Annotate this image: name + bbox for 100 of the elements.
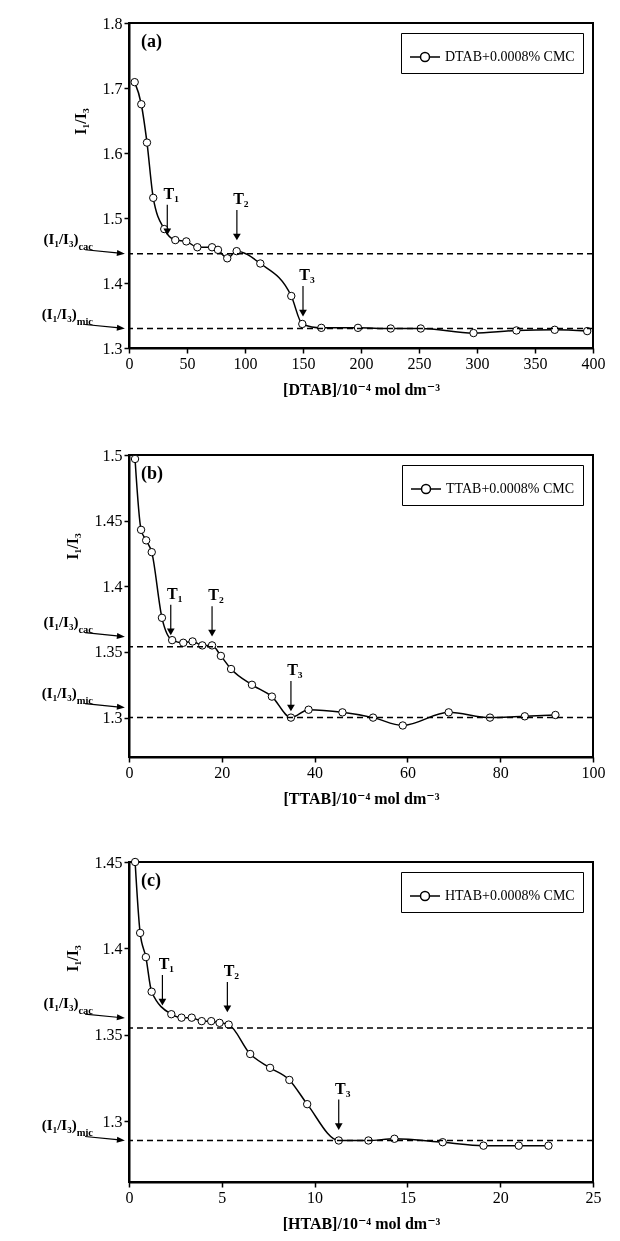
y-tick-label: 1.6 (102, 144, 123, 162)
x-tick-label: 100 (581, 763, 606, 781)
y-tick-label: 1.4 (102, 577, 123, 595)
point (136, 525, 146, 535)
annotation: T₁ (163, 184, 180, 202)
x-tick-label: 0 (125, 763, 134, 781)
x-tick-label: 40 (307, 763, 324, 781)
point (130, 454, 140, 464)
point (147, 987, 156, 996)
ref-line-label: (I₁/I₃)$_{mic}$ (41, 1117, 94, 1138)
point (302, 1099, 312, 1109)
x-tick-label: 0 (125, 1188, 134, 1206)
point (285, 1075, 294, 1085)
point (141, 952, 151, 962)
legend-label: TTAB+0.0008% CMC (446, 481, 575, 496)
point (520, 712, 529, 721)
point (197, 1016, 206, 1026)
point (544, 1141, 553, 1150)
point (224, 1020, 233, 1029)
x-tick-label: 300 (465, 354, 490, 372)
point (141, 536, 151, 545)
annotation: T₂ (223, 961, 240, 979)
annotation: T₂ (233, 190, 249, 207)
point (444, 708, 453, 717)
point (267, 692, 277, 701)
point (232, 246, 241, 256)
point (213, 245, 223, 255)
point (216, 651, 226, 661)
point (550, 325, 559, 334)
y-tick-label: 1.3 (102, 709, 123, 727)
chart-title: (b) (141, 463, 163, 484)
point (167, 635, 177, 645)
chart-title: (a) (141, 31, 162, 52)
point (171, 235, 180, 245)
x-tick-label: 20 (492, 1188, 509, 1206)
y-axis-title: I₁/I₃ (71, 108, 89, 135)
y-tick-label: 1.45 (94, 853, 123, 871)
annotation: T₁ (158, 955, 175, 973)
x-tick-label: 350 (523, 354, 548, 372)
y-tick-label: 1.45 (94, 512, 123, 530)
point (130, 77, 139, 87)
point (514, 1141, 523, 1150)
y-tick-label: 1.4 (102, 939, 123, 957)
y-axis-title: I₁/I₃ (63, 945, 81, 972)
y-tick-label: 1.4 (102, 274, 123, 292)
x-tick-label: 80 (492, 763, 509, 781)
annotation: T₂ (208, 586, 224, 604)
y-tick-label: 1.3 (102, 339, 123, 357)
point (187, 1013, 196, 1022)
point (512, 326, 521, 335)
ref-line-label: (I₁/I₃)$_{mic}$ (41, 305, 94, 326)
annotation: T₁ (167, 584, 183, 602)
y-tick-label: 1.35 (94, 643, 123, 661)
annotation: T₃ (334, 1079, 351, 1097)
x-axis-title: [TTAB]/10⁻⁴ mol dm⁻³ (283, 789, 440, 807)
point (179, 638, 188, 647)
point (147, 547, 156, 557)
point (245, 1049, 255, 1059)
point (135, 928, 145, 938)
x-tick-label: 20 (214, 763, 231, 781)
x-tick-label: 400 (581, 354, 606, 372)
ref-line-label: (I₁/I₃)$_{cac}$ (43, 230, 94, 252)
point (177, 1013, 186, 1022)
y-tick-label: 1.5 (102, 446, 123, 464)
point (193, 243, 202, 252)
x-axis-title: [HTAB]/10⁻⁴ mol dm⁻³ (282, 1214, 441, 1232)
point (182, 237, 191, 246)
point (338, 708, 347, 717)
point (287, 291, 296, 301)
y-axis-title: I₁/I₃ (63, 533, 81, 560)
point (137, 100, 146, 109)
point (215, 1018, 224, 1028)
point (304, 705, 313, 714)
x-tick-label: 100 (233, 354, 258, 372)
point (368, 713, 378, 722)
x-tick-label: 200 (349, 354, 374, 372)
x-axis-title: [DTAB]/10⁻⁴ mol dm⁻³ (283, 380, 441, 398)
point (438, 1138, 447, 1147)
ref-line-label: (I₁/I₃)$_{cac}$ (43, 613, 94, 635)
point (226, 664, 236, 674)
point (223, 254, 232, 263)
x-tick-label: 15 (399, 1188, 416, 1206)
y-tick-label: 1.35 (94, 1026, 123, 1044)
point (551, 710, 560, 720)
point (256, 259, 265, 268)
y-tick-label: 1.7 (102, 79, 123, 97)
x-tick-label: 60 (399, 763, 416, 781)
y-tick-label: 1.5 (102, 209, 123, 227)
x-tick-label: 25 (585, 1188, 602, 1206)
annotation: T₃ (299, 266, 315, 284)
point (149, 193, 158, 203)
x-tick-label: 150 (291, 354, 316, 372)
y-tick-label: 1.3 (102, 1112, 123, 1130)
x-tick-label: 250 (407, 354, 432, 372)
point (157, 613, 167, 623)
x-tick-label: 50 (179, 354, 196, 372)
legend-label: HTAB+0.0008% CMC (445, 888, 575, 903)
point (398, 721, 407, 730)
point (390, 1134, 399, 1143)
point (469, 328, 478, 338)
